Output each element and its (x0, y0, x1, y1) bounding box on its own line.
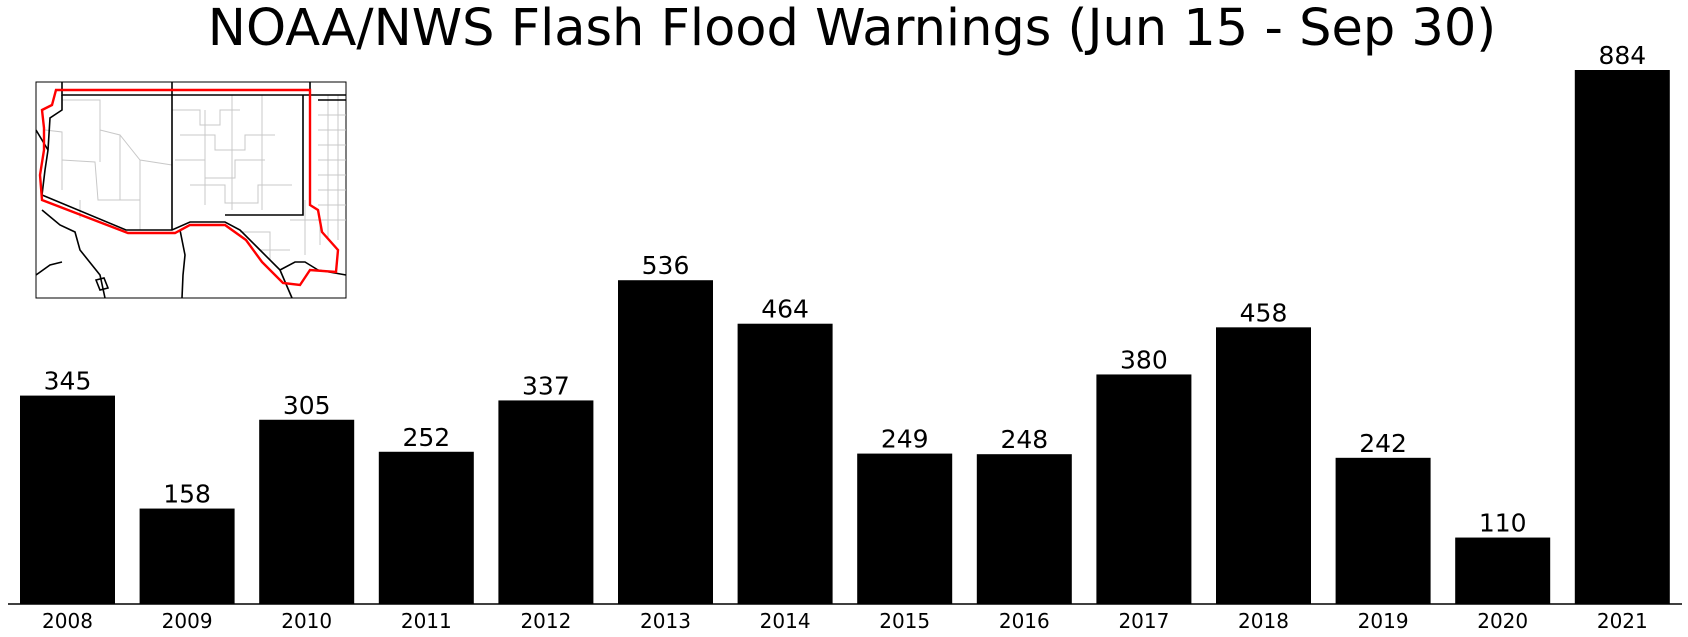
value-label-2018: 458 (1240, 298, 1288, 327)
x-tick-label-2017: 2017 (1118, 609, 1169, 633)
bar-2018 (1216, 327, 1311, 604)
x-tick-label-2020: 2020 (1477, 609, 1528, 633)
value-label-2012: 337 (522, 371, 570, 400)
x-tick-label-2010: 2010 (281, 609, 332, 633)
x-tick-label-2015: 2015 (879, 609, 930, 633)
bars-layer (20, 70, 1670, 604)
value-label-2015: 249 (881, 425, 929, 454)
bar-2020 (1455, 537, 1551, 604)
value-label-2011: 252 (402, 423, 450, 452)
value-label-2020: 110 (1479, 509, 1527, 538)
x-tick-label-2021: 2021 (1597, 609, 1648, 633)
bar-2014 (737, 323, 833, 604)
bar-2015 (857, 453, 953, 604)
bar-2013 (618, 280, 713, 604)
bar-2016 (976, 454, 1072, 604)
x-tick-label-2014: 2014 (760, 609, 811, 633)
x-tick-label-2009: 2009 (162, 609, 213, 633)
value-label-2016: 248 (1000, 425, 1048, 454)
value-label-2013: 536 (642, 251, 690, 280)
x-tick-label-2013: 2013 (640, 609, 691, 633)
x-tick-label-2016: 2016 (999, 609, 1050, 633)
bar-2019 (1335, 457, 1431, 604)
value-label-2019: 242 (1359, 429, 1407, 458)
bar-2021 (1574, 70, 1670, 604)
x-tick-label-2018: 2018 (1238, 609, 1289, 633)
region-outline-red (38, 88, 340, 287)
x-tick-label-2019: 2019 (1358, 609, 1409, 633)
value-label-2008: 345 (44, 367, 92, 396)
chart-title: NOAA/NWS Flash Flood Warnings (Jun 15 - … (208, 0, 1496, 58)
bar-2010 (259, 419, 355, 604)
bar-2011 (378, 451, 474, 604)
state-boundaries (35, 82, 347, 299)
x-tick-label-2011: 2011 (401, 609, 452, 633)
x-axis-ticks-layer: 2008 2009 2010 2011 2012 2013 2014 2015 2016 2017… (42, 609, 1648, 633)
x-tick-label-2008: 2008 (42, 609, 93, 633)
value-label-2021: 884 (1598, 41, 1646, 70)
value-label-2014: 464 (761, 295, 809, 324)
value-label-2009: 158 (163, 480, 211, 509)
x-tick-label-2012: 2012 (520, 609, 571, 633)
value-labels-layer: 345 158 305 252 337 536 464 249 248 380 458 242 110 8… (44, 41, 1647, 538)
value-label-2010: 305 (283, 391, 331, 420)
inset-map (35, 81, 347, 299)
bar-2017 (1096, 374, 1192, 604)
value-label-2017: 380 (1120, 345, 1168, 374)
bar-2012 (498, 400, 594, 604)
bar-2008 (20, 395, 115, 604)
bar-2009 (139, 508, 235, 604)
inset-map-frame (35, 81, 347, 299)
